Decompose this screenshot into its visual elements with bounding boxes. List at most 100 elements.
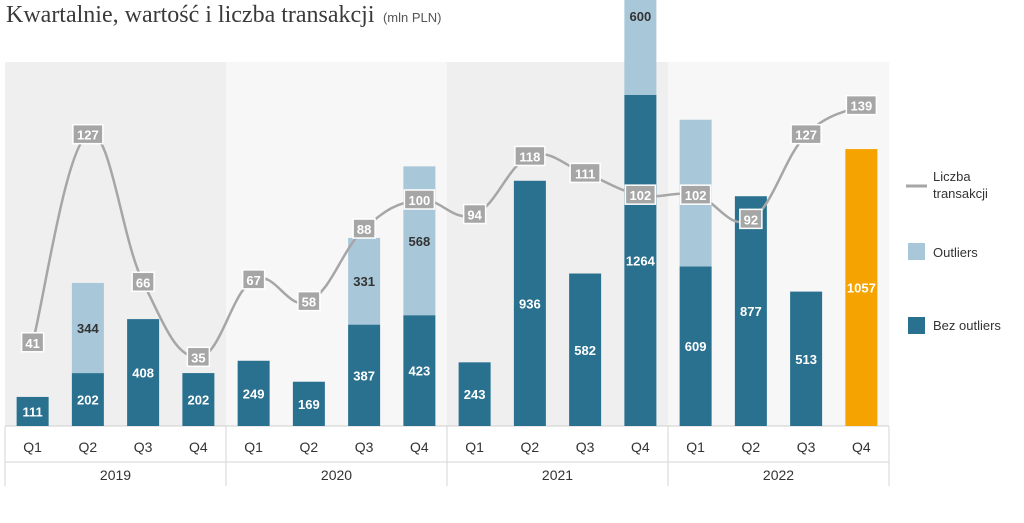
bar-bez-outliers [237, 360, 270, 426]
line-point-label: 58 [302, 295, 316, 310]
line-point-label-box [462, 203, 487, 225]
bar-bez-outliers [679, 266, 712, 426]
line-point-label-box [624, 184, 657, 205]
bar-outliers-label: 600 [630, 9, 652, 24]
line-point-label: 88 [357, 222, 371, 237]
line-point-label: 41 [25, 336, 39, 351]
bar-bez-outliers-label: 202 [77, 393, 99, 408]
bar-bez-outliers-label: 249 [243, 386, 265, 401]
bar-bez-outliers [16, 396, 49, 426]
line-point-label-box [241, 269, 266, 290]
legend-label-outliers: Outliers [933, 245, 978, 260]
legend-label-liczba-transakcji: Liczba [933, 169, 971, 184]
chart-title: Kwartalnie, wartość i liczba transakcji [6, 2, 375, 28]
bar-bez-outliers [403, 315, 436, 426]
bar-bez-outliers [734, 196, 767, 426]
line-point-label-box [186, 346, 211, 368]
bar-outliers-label: 344 [77, 321, 99, 336]
chart-subtitle: (mln PLN) [382, 10, 442, 25]
bar-bez-outliers [845, 149, 878, 427]
line-point-label: 118 [519, 149, 540, 164]
bar-bez-outliers [71, 373, 104, 426]
bar-bez-outliers [127, 319, 160, 426]
bar-bez-outliers-label: 423 [409, 364, 431, 379]
line-point-label-box [790, 123, 822, 145]
legend-swatch-outliers [908, 243, 925, 260]
x-tick-label: Q2 [79, 439, 98, 455]
x-tick-label: Q3 [355, 439, 374, 455]
line-point-label-box [679, 184, 712, 205]
bar-outliers-label: 568 [409, 234, 431, 249]
line-point-label: 127 [77, 128, 99, 143]
line-point-label: 102 [630, 188, 652, 203]
bar-bez-outliers [624, 94, 657, 426]
x-tick-label: Q4 [410, 439, 429, 455]
bar-outliers-label: 331 [353, 274, 375, 289]
x-group-label-2019: 2019 [100, 467, 131, 483]
x-group-label-2022: 2022 [763, 467, 794, 483]
line-point-label: 66 [136, 275, 150, 290]
line-point-label: 94 [467, 208, 482, 223]
bar-bez-outliers-label: 936 [519, 296, 541, 311]
bar-bez-outliers [458, 362, 491, 426]
line-point-label-box [131, 271, 155, 293]
chart-title-row: Kwartalnie, wartość i liczba transakcji … [6, 2, 441, 36]
bar-bez-outliers-label: 877 [740, 304, 762, 319]
legend-label-bez-outliers: Bez outliers [933, 318, 1001, 333]
bar-bez-outliers-label: 111 [22, 404, 42, 419]
line-point-label: 92 [744, 212, 758, 227]
x-tick-label: Q2 [742, 439, 761, 455]
x-tick-label: Q2 [521, 439, 540, 455]
bar-bez-outliers [513, 180, 546, 426]
x-tick-label: Q4 [852, 439, 871, 455]
bar-outliers [348, 237, 381, 325]
bar-bez-outliers-label: 582 [574, 343, 596, 358]
line-point-label: 127 [795, 128, 817, 143]
x-tick-label: Q1 [686, 439, 705, 455]
x-tick-label: Q4 [189, 439, 208, 455]
x-tick-label: Q2 [300, 439, 319, 455]
x-tick-label: Q3 [797, 439, 816, 455]
x-tick-label: Q4 [631, 439, 650, 455]
x-tick-label: Q3 [134, 439, 153, 455]
line-point-label-box [352, 218, 376, 239]
bar-bez-outliers-label: 609 [685, 339, 707, 354]
line-point-label: 100 [409, 193, 431, 208]
bar-outliers [624, 0, 657, 95]
panel-2019 [5, 62, 226, 426]
x-tick-label: Q1 [23, 439, 42, 455]
bar-bez-outliers-label: 1057 [847, 281, 876, 296]
bar-bez-outliers-label: 202 [188, 393, 210, 408]
line-point-label-box [20, 332, 45, 353]
x-tick-label: Q1 [244, 439, 263, 455]
x-tick-label: Q3 [576, 439, 595, 455]
bar-bez-outliers-label: 408 [132, 366, 154, 381]
line-point-label-box [514, 145, 546, 167]
line-point-label-box [72, 123, 104, 145]
legend-swatch-bez-outliers [908, 317, 925, 334]
line-point-label-box [739, 208, 763, 230]
x-group-label-2021: 2021 [542, 467, 573, 483]
bar-bez-outliers [292, 381, 325, 426]
bar-bez-outliers-label: 513 [795, 352, 817, 367]
line-point-label: 139 [851, 99, 873, 114]
line-point-label-box [403, 189, 436, 210]
bar-bez-outliers [569, 273, 602, 426]
x-tick-label: Q1 [465, 439, 484, 455]
x-group-label-2020: 2020 [321, 467, 352, 483]
bar-bez-outliers [182, 373, 215, 426]
bar-bez-outliers-label: 169 [298, 397, 320, 412]
legend-label-liczba-transakcji: transakcji [933, 186, 988, 201]
bar-bez-outliers-label: 1264 [626, 253, 656, 268]
bar-bez-outliers [348, 324, 381, 426]
line-point-label-box [569, 162, 601, 184]
bar-outliers [71, 282, 104, 374]
line-point-label: 102 [685, 188, 707, 203]
line-point-label: 67 [246, 273, 260, 288]
bar-bez-outliers-label: 387 [353, 368, 375, 383]
line-point-label-box [297, 290, 321, 312]
bar-bez-outliers-label: 243 [464, 387, 486, 402]
line-point-label: 111 [575, 166, 595, 181]
line-point-label-box [845, 94, 878, 116]
